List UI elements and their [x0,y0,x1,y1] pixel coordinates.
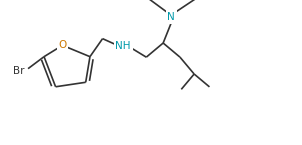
Text: N: N [167,12,175,22]
Text: O: O [58,40,67,50]
Text: NH: NH [115,41,131,51]
Text: Br: Br [13,66,24,76]
